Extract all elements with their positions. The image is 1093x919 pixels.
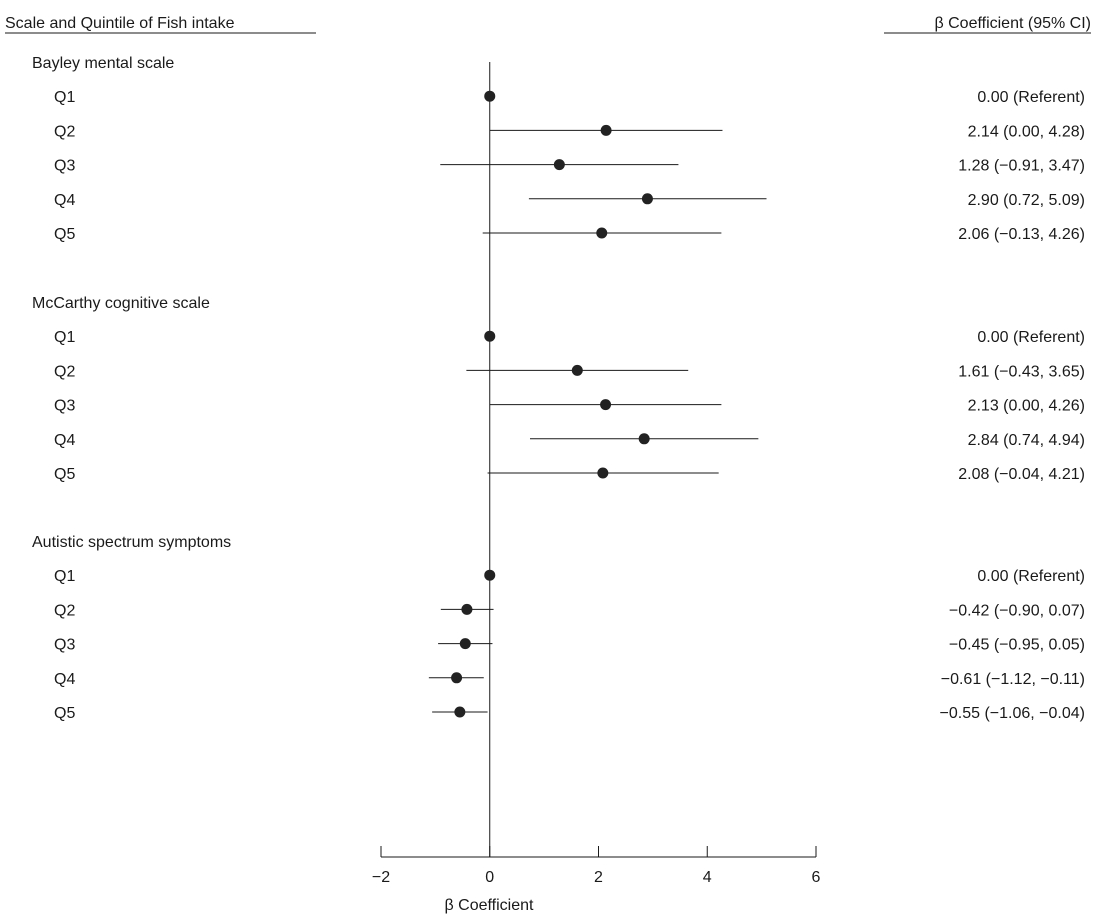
point-estimate: [484, 90, 496, 102]
row-label: Q3: [54, 637, 75, 654]
ci-text: 0.00 (Referent): [977, 568, 1085, 585]
row-label: Q4: [54, 192, 75, 209]
ci-text: −0.42 (−0.90, 0.07): [949, 602, 1085, 619]
row-label: Q3: [54, 398, 75, 415]
x-axis: −2 0 2 4 6: [372, 846, 821, 886]
left-column-header: Scale and Quintile of Fish intake: [5, 15, 235, 32]
x-tick-label: 4: [703, 869, 712, 886]
ci-text: 2.14 (0.00, 4.28): [968, 123, 1085, 140]
row-label: Q1: [54, 329, 75, 346]
row-label: Q2: [54, 363, 75, 380]
ci-text: 2.06 (−0.13, 4.26): [958, 226, 1085, 243]
ci-text: −0.45 (−0.95, 0.05): [949, 637, 1085, 654]
point-estimate: [638, 433, 650, 445]
point-estimate: [553, 159, 565, 171]
row-label: Q2: [54, 602, 75, 619]
ci-text: 0.00 (Referent): [977, 89, 1085, 106]
row-label: Q4: [54, 432, 75, 449]
group-label: Autistic spectrum symptoms: [32, 534, 231, 551]
row-label: Q5: [54, 705, 75, 722]
group-label: McCarthy cognitive scale: [32, 295, 210, 312]
row-label: Q2: [54, 123, 75, 140]
ci-text: 1.28 (−0.91, 3.47): [958, 158, 1085, 175]
row-label: Q4: [54, 671, 75, 688]
row-label: Q3: [54, 158, 75, 175]
point-estimate: [484, 330, 496, 342]
point-estimate: [600, 124, 612, 136]
right-column-header: β Coefficient (95% CI): [934, 15, 1091, 32]
point-estimate: [596, 227, 608, 239]
ci-text: 2.13 (0.00, 4.26): [968, 398, 1085, 415]
ci-text: 2.08 (−0.04, 4.21): [958, 466, 1085, 483]
x-tick-label: 0: [485, 869, 494, 886]
point-estimate: [600, 399, 612, 411]
ci-text: 2.90 (0.72, 5.09): [968, 192, 1085, 209]
point-estimate: [484, 569, 496, 581]
ci-text: −0.55 (−1.06, −0.04): [940, 705, 1085, 722]
point-estimate: [459, 638, 471, 650]
x-tick-label: 6: [812, 869, 821, 886]
point-estimate: [451, 672, 463, 684]
row-label: Q1: [54, 89, 75, 106]
rows-layer: Bayley mental scale Q1 0.00 (Referent) Q2 2.…: [32, 55, 1085, 857]
point-estimate: [571, 364, 583, 376]
point-estimate: [454, 706, 466, 718]
point-estimate: [641, 193, 653, 205]
x-tick-label: −2: [372, 869, 390, 886]
row-label: Q5: [54, 466, 75, 483]
ci-text: −0.61 (−1.12, −0.11): [941, 671, 1085, 688]
row-label: Q1: [54, 568, 75, 585]
ci-text: 1.61 (−0.43, 3.65): [958, 363, 1085, 380]
ci-text: 2.84 (0.74, 4.94): [968, 432, 1085, 449]
point-estimate: [461, 603, 473, 615]
row-label: Q5: [54, 226, 75, 243]
point-estimate: [597, 467, 609, 479]
group-label: Bayley mental scale: [32, 55, 174, 72]
x-tick-label: 2: [594, 869, 603, 886]
ci-text: 0.00 (Referent): [977, 329, 1085, 346]
x-axis-label: β Coefficient: [445, 897, 535, 914]
